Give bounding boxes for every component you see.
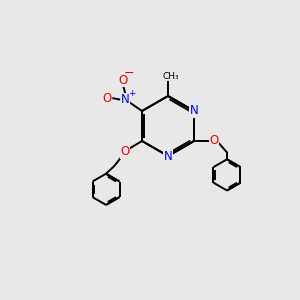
Text: O: O (102, 92, 112, 105)
Text: −: − (124, 67, 134, 80)
Text: N: N (164, 149, 172, 163)
Text: N: N (190, 104, 198, 118)
Text: O: O (120, 145, 130, 158)
Text: O: O (118, 74, 128, 87)
Text: N: N (121, 93, 130, 106)
Text: +: + (128, 88, 136, 98)
Text: O: O (209, 134, 218, 148)
Text: CH₃: CH₃ (162, 72, 179, 81)
